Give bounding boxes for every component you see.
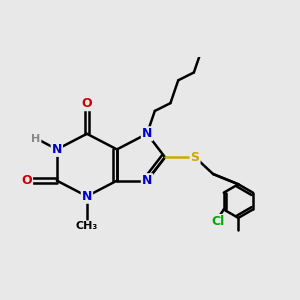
Text: O: O: [82, 97, 92, 110]
Text: S: S: [190, 151, 200, 164]
Text: Cl: Cl: [211, 215, 224, 228]
Text: N: N: [142, 127, 152, 140]
Text: H: H: [31, 134, 40, 144]
Text: N: N: [52, 143, 62, 156]
Text: N: N: [82, 190, 92, 203]
Text: CH₃: CH₃: [76, 221, 98, 231]
Text: N: N: [142, 174, 152, 187]
Text: O: O: [22, 174, 32, 187]
